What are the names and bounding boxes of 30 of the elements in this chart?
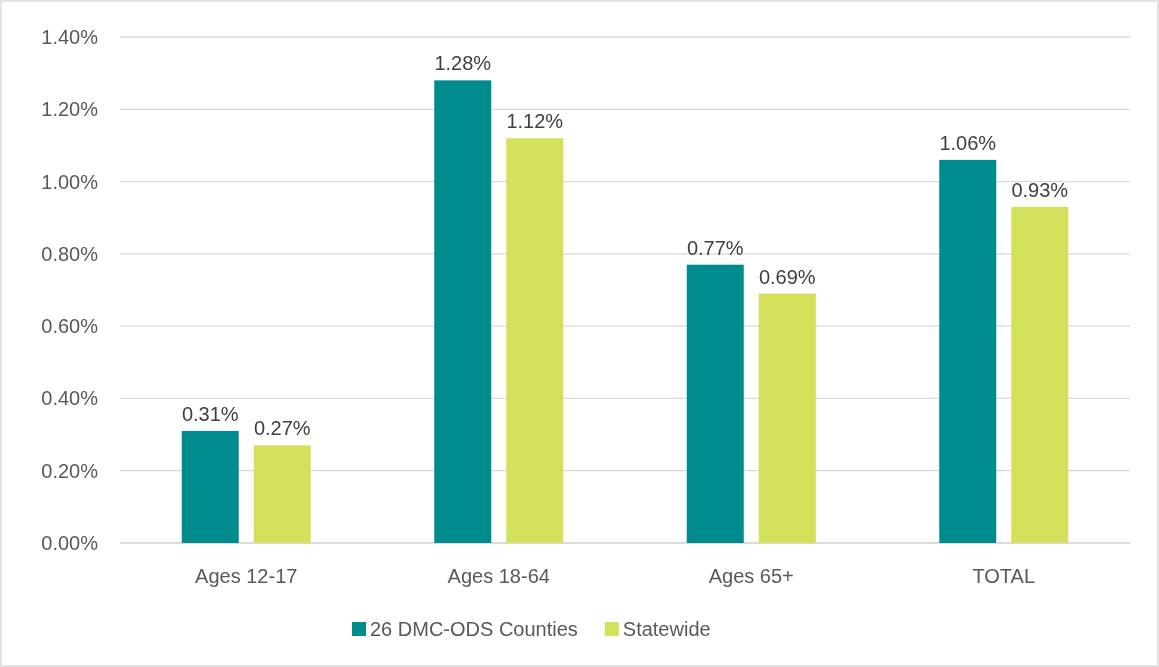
legend-label: 26 DMC-ODS Counties bbox=[370, 618, 578, 640]
bar bbox=[253, 445, 311, 543]
data-label: 0.27% bbox=[253, 417, 311, 440]
legend-label: Statewide bbox=[622, 618, 711, 640]
bar bbox=[181, 430, 239, 543]
x-tick-label: Ages 18-64 bbox=[447, 565, 550, 587]
bar bbox=[506, 138, 564, 543]
bar bbox=[434, 80, 492, 543]
x-tick-label: Ages 12-17 bbox=[195, 565, 298, 587]
y-tick-label: 0.20% bbox=[41, 459, 99, 482]
y-tick-label: 0.40% bbox=[41, 387, 99, 410]
bar bbox=[939, 159, 997, 543]
y-tick-label: 0.60% bbox=[41, 315, 99, 338]
bar bbox=[1011, 206, 1069, 543]
bar bbox=[686, 264, 744, 543]
y-tick-label: 1.20% bbox=[41, 98, 99, 121]
y-tick-label: 0.80% bbox=[41, 242, 99, 265]
y-tick-label: 1.00% bbox=[41, 170, 99, 193]
data-label: 1.06% bbox=[939, 131, 997, 154]
y-tick-label: 0.00% bbox=[41, 532, 99, 554]
bar bbox=[758, 293, 816, 543]
y-tick-label: 1.40% bbox=[41, 26, 99, 48]
data-label: 0.77% bbox=[686, 236, 744, 259]
data-label: 0.31% bbox=[181, 402, 239, 425]
data-label: 0.93% bbox=[1011, 178, 1069, 201]
data-label: 0.69% bbox=[758, 265, 816, 288]
x-tick-label: Ages 65+ bbox=[708, 565, 794, 587]
data-label: 1.28% bbox=[434, 52, 492, 75]
data-label: 1.12% bbox=[506, 110, 564, 133]
x-tick-label: TOTAL bbox=[972, 565, 1036, 587]
